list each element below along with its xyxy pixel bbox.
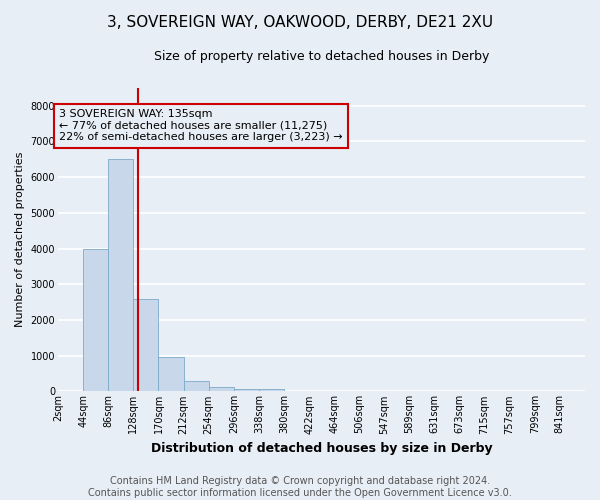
Bar	[158, 358, 184, 392]
Y-axis label: Number of detached properties: Number of detached properties	[15, 152, 25, 328]
Bar	[184, 380, 209, 392]
Text: Contains HM Land Registry data © Crown copyright and database right 2024.
Contai: Contains HM Land Registry data © Crown c…	[88, 476, 512, 498]
Bar	[83, 248, 108, 392]
Text: 3 SOVEREIGN WAY: 135sqm
← 77% of detached houses are smaller (11,275)
22% of sem: 3 SOVEREIGN WAY: 135sqm ← 77% of detache…	[59, 109, 343, 142]
Bar	[234, 389, 259, 392]
Title: Size of property relative to detached houses in Derby: Size of property relative to detached ho…	[154, 50, 489, 63]
Bar	[108, 159, 133, 392]
Bar	[133, 298, 158, 392]
X-axis label: Distribution of detached houses by size in Derby: Distribution of detached houses by size …	[151, 442, 492, 455]
Text: 3, SOVEREIGN WAY, OAKWOOD, DERBY, DE21 2XU: 3, SOVEREIGN WAY, OAKWOOD, DERBY, DE21 2…	[107, 15, 493, 30]
Bar	[209, 387, 234, 392]
Bar	[259, 389, 284, 392]
